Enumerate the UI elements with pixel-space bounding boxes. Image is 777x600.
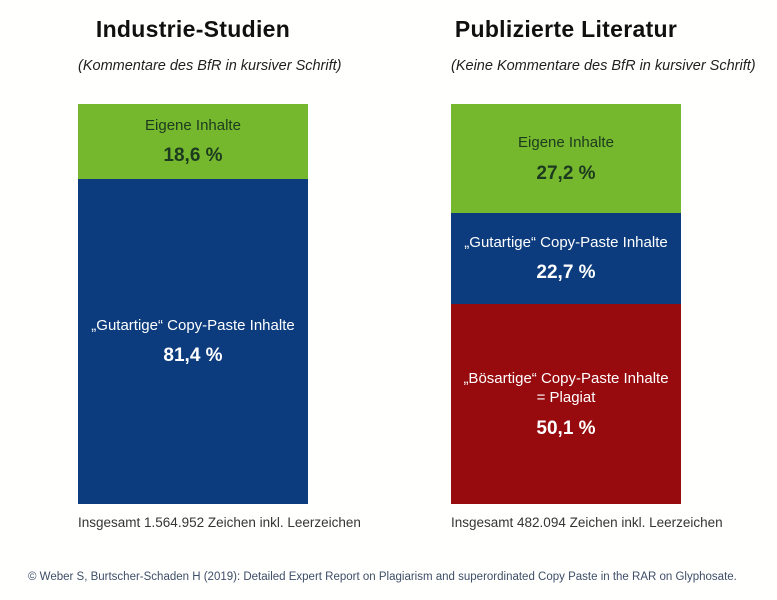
segment-label: „Bösartige“ Copy-Paste Inhalte = Plagiat — [463, 369, 669, 407]
segment-value: 81,4 % — [163, 345, 223, 367]
bar-segment: „Gutartige“ Copy-Paste Inhalte 22,7 % — [451, 213, 681, 305]
chart-publizierte-literatur: Publizierte Literatur (Keine Kommentare … — [451, 16, 756, 531]
chart-subtitle: (Kommentare des BfR in kursiver Schrift) — [78, 58, 342, 75]
chart-caption: Insgesamt 1.564.952 Zeichen inkl. Leerze… — [78, 515, 361, 531]
chart-subtitle: (Keine Kommentare des BfR in kursiver Sc… — [451, 58, 756, 75]
segment-value: 50,1 % — [536, 417, 596, 439]
segment-value: 18,6 % — [163, 145, 223, 167]
stacked-bar: Eigene Inhalte 27,2 % „Gutartige“ Copy-Pas… — [451, 104, 681, 505]
chart-industrie-studien: Industrie-Studien (Kommentare des BfR in… — [78, 16, 361, 531]
bar-segment: „Gutartige“ Copy-Paste Inhalte 81,4 % — [78, 178, 308, 505]
segment-label: „Gutartige“ Copy-Paste Inhalte — [464, 233, 668, 251]
segment-value: 27,2 % — [536, 162, 596, 184]
bar-segment: Eigene Inhalte 18,6 % — [78, 104, 308, 179]
bar-segment: Eigene Inhalte 27,2 % — [451, 104, 681, 214]
stacked-bar: Eigene Inhalte 18,6 % „Gutartige“ Copy-Pas… — [78, 104, 308, 505]
segment-label: Eigene Inhalte — [145, 116, 241, 134]
segment-label: „Gutartige“ Copy-Paste Inhalte — [91, 316, 295, 334]
chart-caption: Insgesamt 482.094 Zeichen inkl. Leerzeic… — [451, 515, 723, 531]
chart-title: Industrie-Studien — [95, 16, 291, 42]
chart-title: Publizierte Literatur — [454, 16, 678, 42]
segment-label: Eigene Inhalte — [518, 134, 614, 152]
segment-value: 22,7 % — [536, 262, 596, 284]
source-attribution: © Weber S, Burtscher-Schaden H (2019): D… — [28, 571, 737, 583]
bar-segment: „Bösartige“ Copy-Paste Inhalte = Plagiat… — [451, 304, 681, 505]
